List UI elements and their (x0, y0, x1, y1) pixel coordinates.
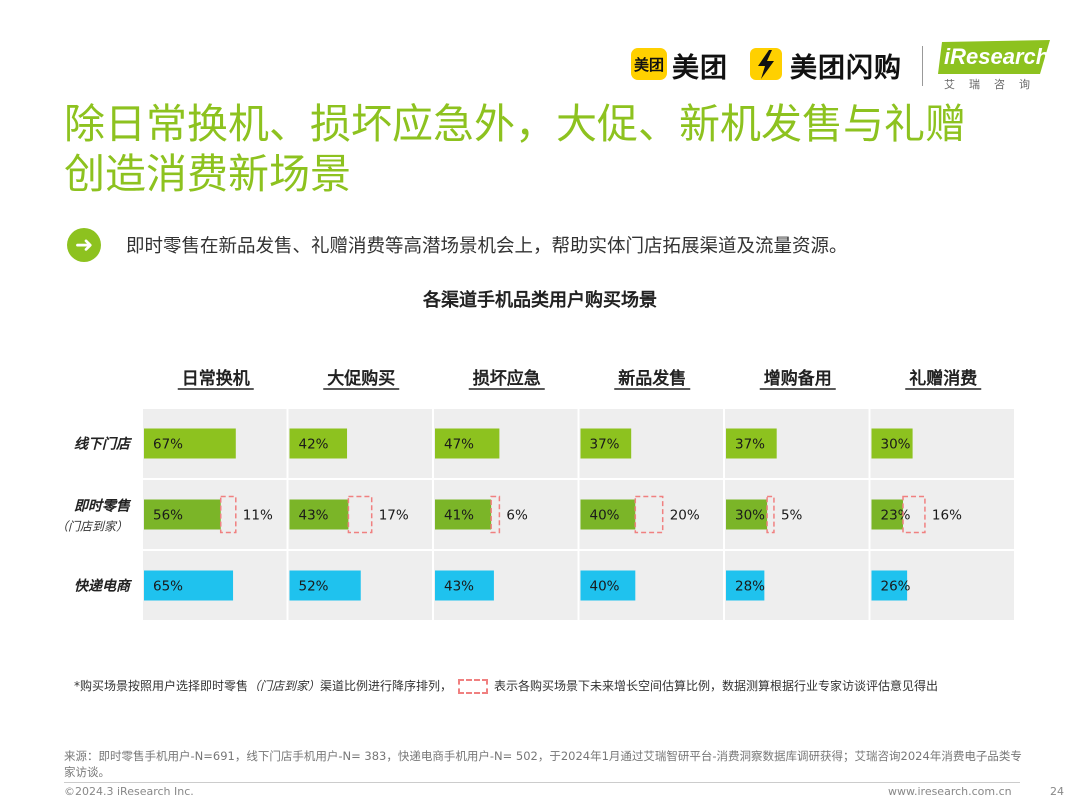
bar-2-2 (435, 570, 494, 601)
column-header-2: 损坏应急 (473, 368, 541, 389)
subtitle: 即时零售在新品发售、礼赠消费等高潜场景机会上，帮助实体门店拓展渠道及流量资源。 (126, 236, 848, 257)
bar-label-0-3: 37% (590, 437, 620, 453)
growth-label-2: 6% (506, 508, 528, 524)
growth-label-0: 11% (243, 508, 273, 524)
bar-label-0-2: 47% (444, 437, 474, 453)
iresearch-logo-subtitle: 艾瑞咨询 (944, 78, 1044, 91)
bar-2-5 (871, 570, 908, 601)
bar-label-2-3: 40% (590, 579, 620, 595)
bar-label-2-0: 65% (153, 579, 183, 595)
bar-label-1-5: 23% (881, 508, 911, 524)
column-header-5: 礼赠消费 (909, 368, 977, 389)
website-link[interactable]: www.iresearch.com.cn (888, 785, 1012, 798)
arrow-right-icon: ➜ (67, 228, 101, 262)
growth-label-5: 16% (932, 508, 962, 524)
footnote-text-start: *购买场景按照用户选择即时零售 (74, 679, 249, 693)
meituan-logo-text: 美团 (672, 53, 728, 84)
column-header-1: 大促购买 (327, 368, 395, 389)
chart-title: 各渠道手机品类用户购买场景 (423, 290, 657, 311)
growth-box-4 (766, 495, 775, 534)
bar-label-0-4: 37% (735, 437, 765, 453)
bar-1-1 (289, 499, 349, 530)
lightning-bolt-icon (750, 48, 782, 80)
bar-1-5 (871, 499, 904, 530)
growth-box-1 (347, 495, 373, 534)
bar-label-0-5: 30% (881, 437, 911, 453)
bar-label-0-0: 67% (153, 437, 183, 453)
row-sublabel-1: （门店到家） (56, 520, 128, 534)
bar-1-2 (435, 499, 492, 530)
growth-label-3: 20% (670, 508, 700, 524)
footnote-text-middle: 渠道比例进行降序排列， (320, 679, 453, 693)
bar-0-4 (726, 428, 777, 459)
bar-0-2 (435, 428, 500, 459)
footnote-italic: （门店到家） (248, 679, 321, 693)
column-header-3: 新品发售 (618, 368, 686, 389)
meituan-logo-icon: 美团 (631, 48, 667, 80)
bar-label-2-2: 43% (444, 579, 474, 595)
footer-divider (64, 782, 1020, 783)
growth-label-1: 17% (379, 508, 409, 524)
bar-2-4 (726, 570, 765, 601)
source-note: 来源：即时零售手机用户-N=691，线下门店手机用户-N= 383，快递电商手机… (64, 749, 1022, 779)
footnote-text-end: 表示各购买场景下未来增长空间估算比例，数据测算根据行业专家访谈评估意见得出 (494, 679, 939, 693)
column-header-4: 增购备用 (764, 368, 832, 389)
bar-label-2-4: 28% (735, 579, 765, 595)
row-label-2: 快递电商 (74, 578, 133, 595)
meituan-shangou-logo-text: 美团闪购 (790, 53, 902, 84)
bar-label-1-3: 40% (590, 508, 620, 524)
page-title-line-1: 除日常换机、损坏应急外，大促、新机发售与礼赠 (64, 100, 966, 148)
iresearch-logo-text: iResearch (944, 44, 1050, 69)
row-label-0: 线下门店 (74, 436, 133, 453)
bar-label-1-1: 43% (299, 508, 329, 524)
row-label-1: 即时零售 (74, 498, 132, 515)
bar-0-5 (871, 428, 913, 459)
bar-1-4 (726, 499, 768, 530)
bar-0-3 (580, 428, 632, 459)
growth-box-2 (490, 495, 501, 534)
bar-2-1 (289, 570, 361, 601)
bar-2-3 (580, 570, 636, 601)
bar-label-0-1: 42% (299, 437, 329, 453)
logo-separator (922, 46, 923, 86)
bar-label-2-1: 52% (299, 579, 329, 595)
copyright: ©2024.3 iResearch Inc. (64, 785, 194, 798)
page-title-line-2: 创造消费新场景 (64, 150, 351, 198)
bar-label-1-2: 41% (444, 508, 474, 524)
bar-label-1-0: 56% (153, 508, 183, 524)
dashed-box-legend-icon (458, 679, 489, 694)
growth-box-0 (219, 495, 237, 534)
bar-1-0 (144, 499, 221, 530)
growth-box-5 (902, 495, 926, 534)
growth-box-3 (634, 495, 664, 534)
column-header-0: 日常换机 (182, 368, 250, 389)
page-number: 24 (1050, 785, 1064, 798)
growth-label-4: 5% (781, 508, 803, 524)
iresearch-logo-background (938, 40, 1050, 74)
bar-label-1-4: 30% (735, 508, 765, 524)
footnote: *购买场景按照用户选择即时零售（门店到家）渠道比例进行降序排列， 表示各购买场景下… (74, 677, 938, 694)
bar-2-0 (144, 570, 234, 601)
bar-0-0 (144, 428, 236, 459)
bar-1-3 (580, 499, 636, 530)
bar-0-1 (289, 428, 348, 459)
bar-label-2-5: 26% (881, 579, 911, 595)
